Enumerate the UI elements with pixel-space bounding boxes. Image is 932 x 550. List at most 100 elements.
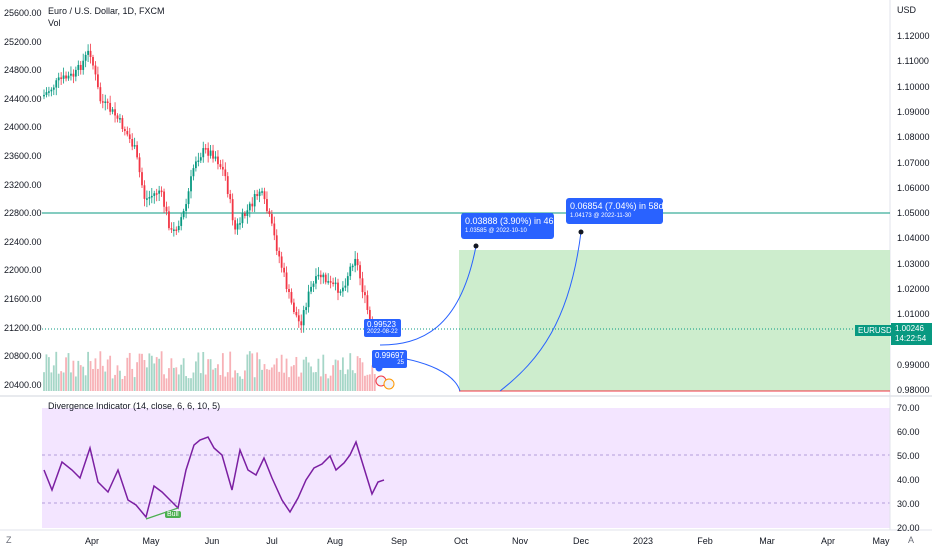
projection-curve-2 [499, 231, 582, 392]
candle-body [192, 168, 195, 177]
left-axis-tick: 24000.00 [4, 122, 42, 133]
candle-body [111, 109, 114, 112]
candle-body [366, 295, 369, 310]
volume-bar [202, 351, 205, 391]
volume-bar [295, 356, 298, 391]
candle-body [368, 309, 371, 320]
candle-body [270, 214, 273, 224]
volume-bar [180, 364, 183, 391]
right-axis-tick: 1.09000 [897, 106, 930, 117]
volume-bar [214, 368, 217, 391]
target-label-1-sub: 1.03585 @ 2022-10-10 [465, 228, 527, 234]
indicator-title[interactable]: Divergence Indicator (14, close, 6, 6, 1… [48, 401, 221, 411]
candle-body [148, 197, 151, 199]
candle-body [170, 228, 173, 230]
volume-bar [50, 372, 53, 391]
candle-body [60, 77, 63, 79]
time-axis-tick: Feb [697, 536, 713, 546]
candle-body [239, 223, 241, 225]
indicator-axis-tick: 70.00 [897, 403, 920, 413]
volume-bar [293, 365, 295, 391]
volume-bar [342, 357, 344, 391]
volume-bar [94, 358, 97, 391]
right-axis-tick: 1.03000 [897, 258, 930, 269]
volume-bar [315, 372, 317, 391]
time-axis-tick: 2023 [632, 536, 654, 546]
volume-bar [67, 353, 70, 391]
volume-bar [278, 371, 281, 391]
candle-body [253, 194, 256, 207]
volume-bar [131, 368, 134, 391]
volume-bar [219, 375, 222, 391]
volume-bar [165, 378, 168, 391]
volume-bar [256, 352, 259, 391]
candle-body [263, 191, 266, 200]
candle-body [278, 250, 281, 257]
volume-bar [283, 372, 285, 391]
symbol-title[interactable]: Euro / U.S. Dollar, 1D, FXCM [48, 6, 165, 16]
volume-bar [217, 364, 219, 391]
target-point-1[interactable] [473, 243, 479, 249]
volume-bar [280, 354, 283, 391]
candle-body [180, 217, 183, 226]
volume-legend[interactable]: Vol [48, 18, 61, 28]
volume-bar [172, 367, 175, 391]
currency-label[interactable]: USD [897, 5, 917, 15]
right-axis-tick: 1.02000 [897, 284, 930, 294]
candle-body [344, 285, 347, 288]
candle-body [45, 92, 48, 95]
target-label-2[interactable]: 0.06854 (7.04%) in 58d 1.04173 @ 2022-11… [566, 198, 664, 224]
volume-bar [297, 376, 300, 391]
volume-bar [266, 369, 268, 391]
volume-bar [275, 358, 278, 391]
volume-bar [170, 358, 173, 391]
target-point-2[interactable] [578, 229, 584, 235]
price-tag-a[interactable]: 0.99523 2022-08-22 [364, 319, 401, 337]
candle-body [177, 225, 180, 231]
candle-body [101, 101, 104, 103]
volume-bar [251, 353, 254, 391]
volume-bar [224, 376, 227, 391]
volume-bar [109, 355, 112, 391]
candle-body [307, 291, 310, 308]
candle-body [258, 191, 261, 197]
volume-bar [185, 376, 187, 391]
volume-bar [72, 360, 75, 391]
corner-left-label[interactable]: Z [6, 535, 12, 545]
target-label-1[interactable]: 0.03888 (3.90%) in 46d 1.03585 @ 2022-10… [461, 213, 559, 239]
price-tag-b[interactable]: 0.99697 25 [372, 350, 407, 368]
volume-bar [168, 368, 170, 391]
candle-body [317, 274, 320, 277]
time-axis-tick: Jul [266, 536, 278, 546]
volume-bars [43, 351, 376, 391]
volume-bar [97, 368, 99, 391]
event-icon[interactable] [383, 378, 395, 390]
volume-bar [317, 358, 320, 391]
volume-bar [236, 372, 239, 391]
left-axis-tick: 22400.00 [4, 236, 42, 247]
volume-bar [209, 359, 212, 391]
candle-body [119, 118, 121, 120]
volume-bar [337, 360, 339, 391]
last-price-tag[interactable]: EURUSD 1.00246 14:22:54 [855, 323, 932, 345]
candle-body [324, 274, 327, 283]
volume-bar [60, 371, 63, 391]
volume-bar [239, 376, 241, 391]
volume-bar [119, 370, 121, 391]
volume-bar [300, 372, 303, 391]
candle-body [234, 220, 236, 230]
candle-body [229, 194, 232, 200]
candle-body [241, 213, 244, 224]
volume-bar [319, 376, 322, 391]
candle-body [121, 118, 124, 130]
target-label-1-main: 0.03888 (3.90%) in 46d [465, 216, 559, 226]
volume-bar [207, 359, 210, 391]
time-axis-tick: Oct [453, 536, 469, 546]
candle-body [310, 286, 312, 292]
candle-body [221, 166, 224, 170]
corner-right-label[interactable]: A [908, 535, 915, 545]
volume-bar [324, 373, 327, 391]
volume-bar [70, 372, 72, 391]
price-tag-b-sub: 25 [397, 360, 404, 366]
